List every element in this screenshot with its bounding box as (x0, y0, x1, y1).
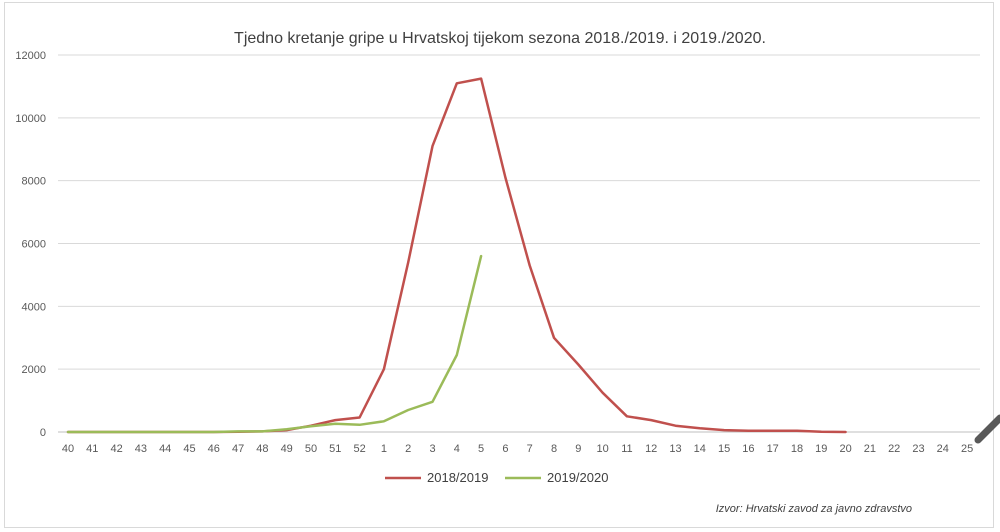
x-tick-label: 12 (645, 443, 657, 455)
x-tick-label: 3 (429, 443, 435, 455)
x-tick-label: 20 (839, 443, 851, 455)
x-tick-label: 14 (694, 443, 706, 455)
y-tick-label: 8000 (22, 176, 46, 188)
x-tick-label: 10 (596, 443, 608, 455)
y-axis-ticks: 0 2000 4000 6000 8000 10000 12000 (15, 50, 46, 439)
x-tick-label: 43 (135, 443, 147, 455)
x-tick-label: 50 (305, 443, 317, 455)
x-tick-label: 15 (718, 443, 730, 455)
x-tick-label: 49 (281, 443, 293, 455)
x-tick-label: 21 (864, 443, 876, 455)
x-tick-label: 46 (208, 443, 220, 455)
x-tick-label: 23 (912, 443, 924, 455)
x-tick-label: 18 (791, 443, 803, 455)
x-tick-label: 44 (159, 443, 171, 455)
x-tick-label: 22 (888, 443, 900, 455)
series-line-2019-2020 (66, 254, 483, 434)
x-tick-label: 4 (454, 443, 460, 455)
grid-lines (58, 54, 980, 433)
y-tick-label: 2000 (22, 364, 46, 376)
legend-label-2018-2019: 2018/2019 (427, 470, 488, 485)
x-tick-label: 17 (767, 443, 779, 455)
x-tick-label: 25 (961, 443, 973, 455)
chart-title: Tjedno kretanje gripe u Hrvatskoj tijeko… (234, 30, 766, 47)
legend: 2018/2019 2019/2020 (385, 470, 608, 485)
series-lines (66, 77, 847, 434)
x-tick-label: 9 (575, 443, 581, 455)
x-tick-label: 52 (353, 443, 365, 455)
x-tick-label: 1 (381, 443, 387, 455)
y-tick-label: 12000 (15, 50, 46, 62)
x-tick-label: 24 (937, 443, 949, 455)
x-tick-label: 11 (621, 443, 632, 455)
x-tick-label: 41 (86, 443, 98, 455)
y-tick-label: 10000 (15, 113, 46, 125)
x-axis-ticks: 40 41 42 43 44 45 46 47 48 49 50 51 52 1 2 3 4 5 6 7 8 9 10 11 1… (62, 443, 973, 455)
x-tick-label: 2 (405, 443, 411, 455)
y-tick-label: 0 (40, 427, 46, 439)
x-tick-label: 8 (551, 443, 557, 455)
x-tick-label: 16 (742, 443, 754, 455)
y-tick-label: 4000 (22, 301, 46, 313)
x-tick-label: 48 (256, 443, 268, 455)
x-tick-label: 51 (329, 443, 341, 455)
x-tick-label: 45 (183, 443, 195, 455)
x-tick-label: 7 (527, 443, 533, 455)
y-tick-label: 6000 (22, 239, 46, 251)
series-line-2018-2019 (66, 77, 847, 434)
x-tick-label: 40 (62, 443, 74, 455)
x-tick-label: 42 (110, 443, 122, 455)
x-tick-label: 5 (478, 443, 484, 455)
legend-label-2019-2020: 2019/2020 (547, 470, 608, 485)
x-tick-label: 13 (669, 443, 681, 455)
x-tick-label: 19 (815, 443, 827, 455)
x-tick-label: 47 (232, 443, 244, 455)
chart-frame (4, 2, 994, 528)
pen-cursor-icon (974, 414, 1000, 444)
source-note: Izvor: Hrvatski zavod za javno zdravstvo (716, 503, 912, 515)
x-tick-label: 6 (502, 443, 508, 455)
